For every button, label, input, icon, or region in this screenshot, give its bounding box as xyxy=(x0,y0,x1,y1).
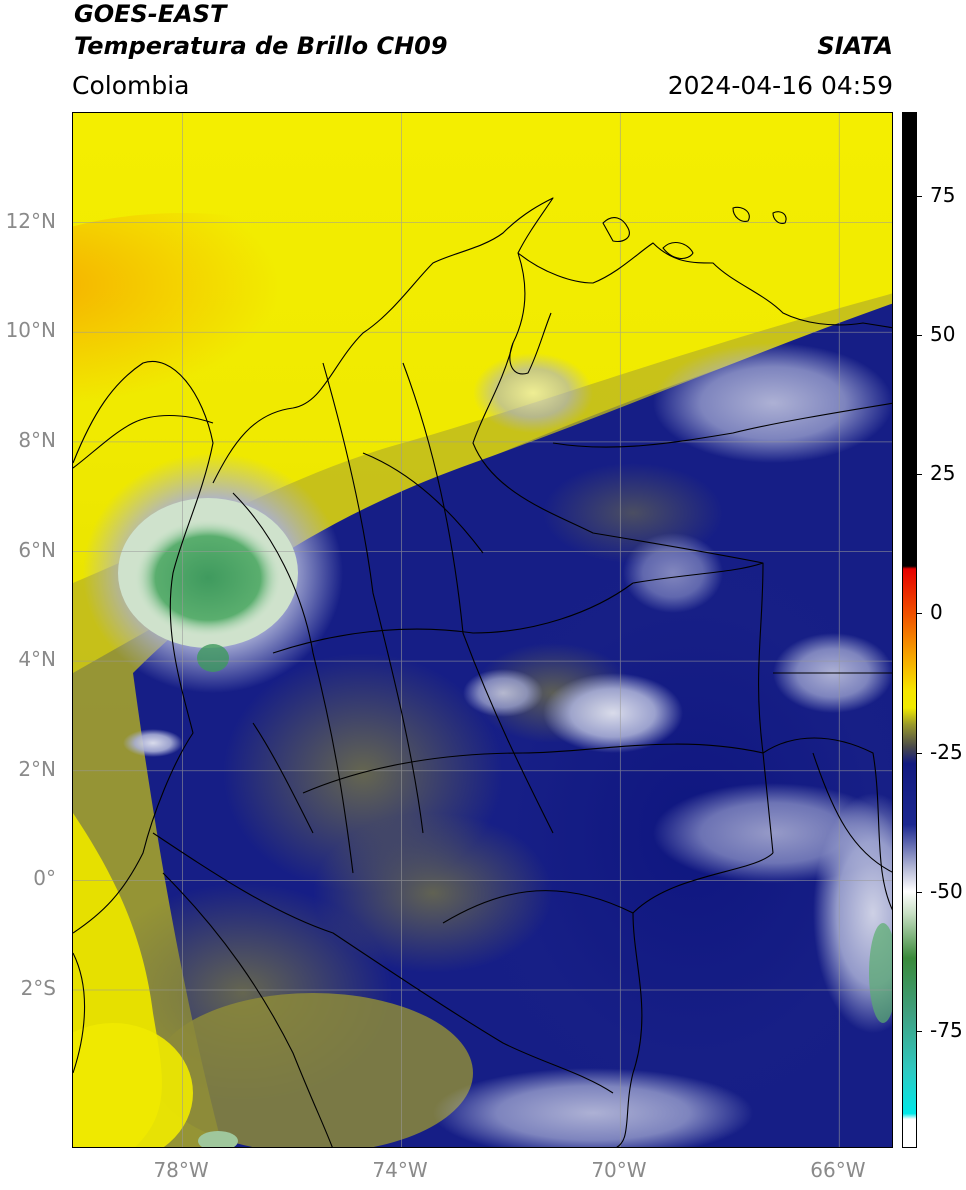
latitude-tick-label: 10°N xyxy=(5,318,56,343)
latitude-tick-label: 12°N xyxy=(5,208,56,233)
longitude-tick-label: 78°W xyxy=(153,1158,209,1182)
colorbar-tick-mark xyxy=(917,891,922,893)
latitude-tick-label: 0° xyxy=(33,866,56,891)
region-label: Colombia xyxy=(72,71,190,100)
agency-label: SIATA xyxy=(817,32,893,60)
latitude-tick-label: 6°N xyxy=(18,537,56,562)
brightness-temperature-map xyxy=(73,113,892,1147)
temperature-colorbar xyxy=(902,112,917,1148)
colorbar-tick-mark xyxy=(917,195,922,197)
colorbar-tick-mark xyxy=(917,334,922,336)
latitude-tick-label: 4°N xyxy=(18,647,56,672)
product-title: Temperatura de Brillo CH09 xyxy=(74,32,448,60)
colorbar-tick-label: 50 xyxy=(930,321,956,346)
longitude-tick-label: 66°W xyxy=(810,1158,866,1182)
colorbar-tick-mark xyxy=(917,752,922,754)
latitude-tick-label: 8°N xyxy=(18,427,56,452)
latitude-tick-label: 2°N xyxy=(18,756,56,781)
colorbar-tick-mark xyxy=(917,474,922,476)
colorbar-tick-label: 0 xyxy=(930,600,943,625)
satellite-title: GOES-EAST xyxy=(74,0,227,28)
map-panel[interactable] xyxy=(72,112,893,1148)
datetime-label: 2024-04-16 04:59 xyxy=(667,71,893,100)
latitude-tick-label: 2°S xyxy=(20,976,56,1001)
colorbar-tick-label: 25 xyxy=(930,461,956,486)
colorbar-tick-label: -50 xyxy=(930,878,963,903)
colorbar-tick-label: 75 xyxy=(930,182,956,207)
colorbar-tick-mark xyxy=(917,1031,922,1033)
colorbar-tick-mark xyxy=(917,613,922,615)
colorbar-tick-label: -25 xyxy=(930,739,963,764)
longitude-tick-label: 70°W xyxy=(591,1158,647,1182)
longitude-tick-label: 74°W xyxy=(372,1158,428,1182)
colorbar-tick-label: -75 xyxy=(930,1018,963,1043)
